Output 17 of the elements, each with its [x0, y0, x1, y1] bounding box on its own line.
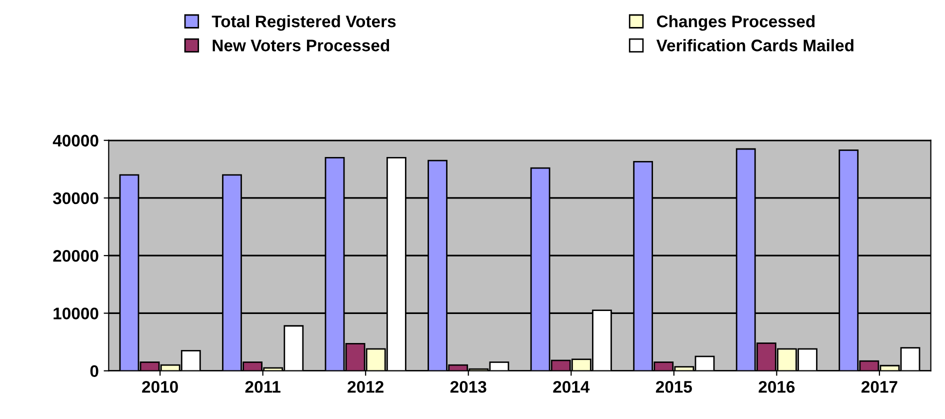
y-tick-label: 30000 — [52, 192, 98, 204]
x-tick-label: 2012 — [348, 380, 384, 393]
legend-label: Changes Processed — [656, 15, 815, 31]
x-tick-label: 2010 — [142, 380, 178, 393]
legend-label: New Voters Processed — [212, 39, 390, 52]
y-tick-label: 10000 — [54, 308, 98, 320]
x-tick-label: 2013 — [450, 380, 486, 393]
x-tick-label: 2015 — [656, 380, 692, 393]
x-tick-label: 2017 — [861, 380, 898, 393]
x-tick-label: 2016 — [758, 380, 795, 393]
y-tick-label: 0 — [90, 365, 98, 378]
x-tick-label: 2011 — [245, 380, 280, 393]
x-tick-label: 2014 — [553, 380, 590, 393]
y-tick-label: 20000 — [53, 250, 98, 262]
y-tick-label: 40000 — [52, 134, 98, 147]
legend-label: Total Registered Voters — [212, 15, 396, 31]
legend-label: Verification Cards Mailed — [656, 39, 854, 52]
